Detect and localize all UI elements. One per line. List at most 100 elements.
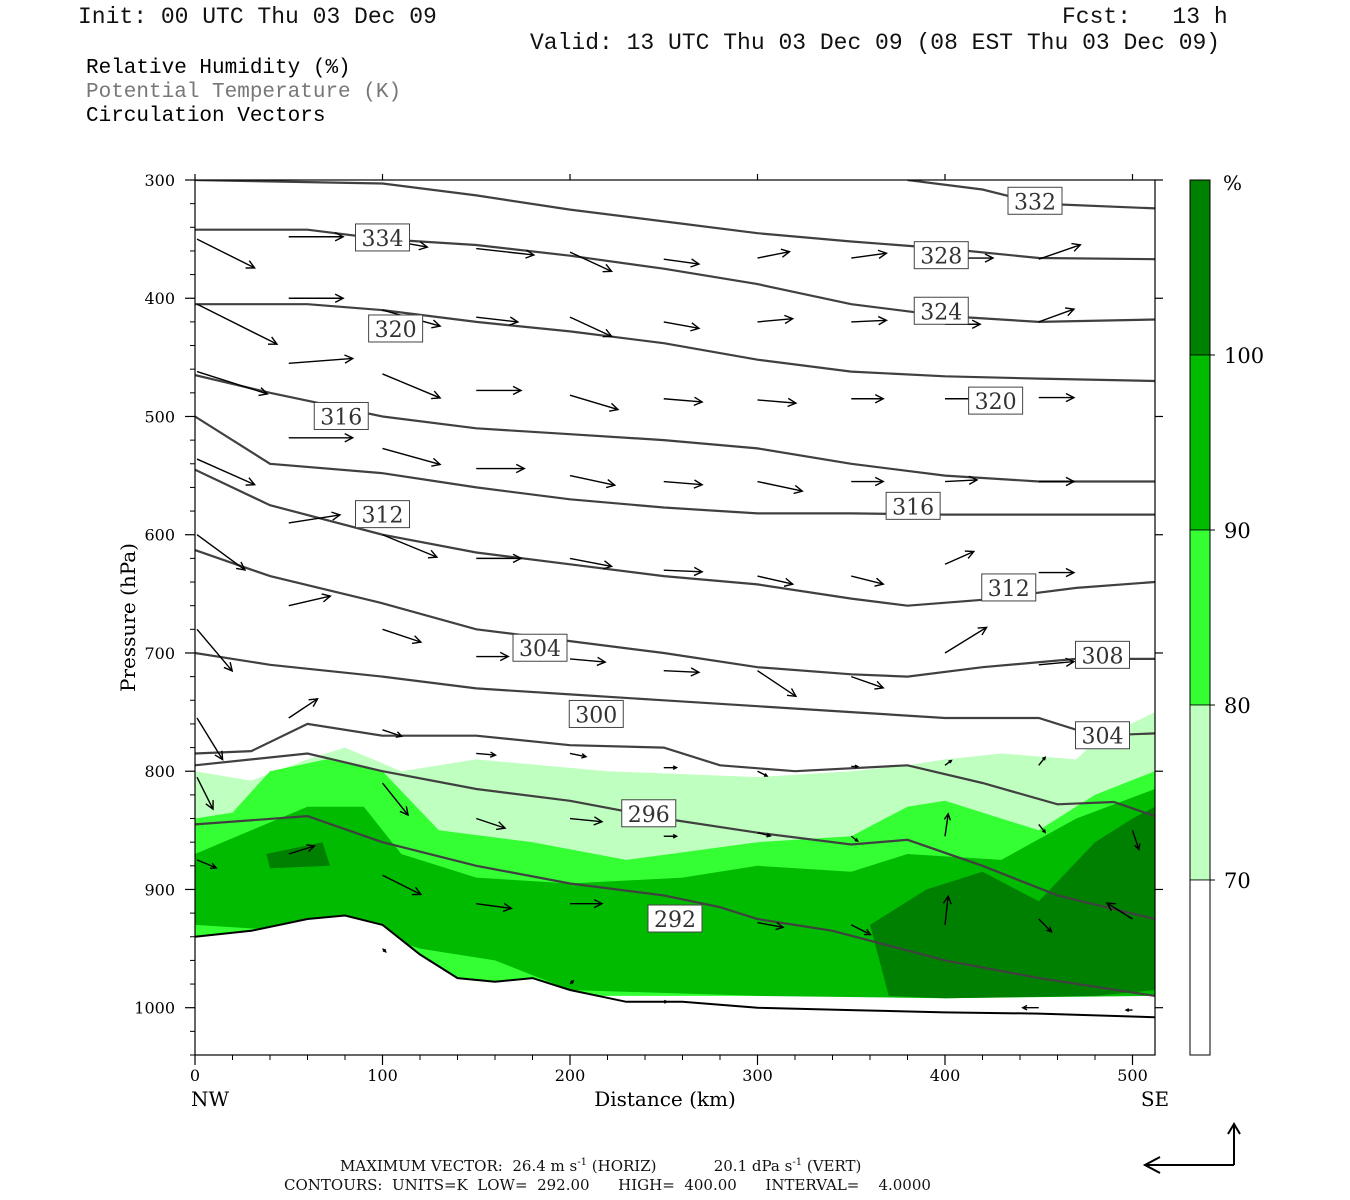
vector-shaft [288,698,318,719]
vector-head [1042,829,1047,834]
vector-arrow [381,782,410,817]
contour-label-box [1075,721,1130,750]
vector-head [609,402,620,412]
y-axis-label: Pressure (hPa) [116,543,140,692]
vector-arrow [569,394,620,412]
y-tick-label: 600 [144,526,175,545]
vector-arrow [1038,918,1053,933]
vector-shaft [196,859,217,869]
vector-arrow [288,511,342,524]
vector-shaft [944,550,975,565]
vector-arrow [288,293,345,303]
colorbar-unit: % [1223,171,1242,195]
footer-max-vector: MAXIMUM VECTOR: 26.4 m s-1 (HORIZ) 20.1 … [340,1157,861,1175]
vector-shaft [569,557,612,568]
contour-label-text: 296 [628,803,670,828]
vector-arrow [1131,830,1141,852]
colorbar-segment [1189,704,1211,881]
vector-arrow [196,859,218,870]
vector-head [948,759,953,764]
vert-superscript: -1 [792,1157,803,1168]
vector-shaft [757,921,784,929]
vector-head [214,750,224,761]
vector-head [1124,1008,1130,1013]
vector-arrow [382,948,387,953]
x-tick-label: 500 [1117,1066,1148,1085]
vector-head [427,549,439,559]
vector-head [602,328,613,338]
vector-shaft [381,782,409,816]
vector-arrow [1038,567,1076,578]
contour-label-box [568,699,624,728]
x-end-label-se: SE [1141,1087,1169,1111]
vector-head [258,387,269,397]
vector-arrow [757,480,804,495]
vector-arrow [757,670,798,698]
rh-region-100 [266,842,330,869]
vector-head [672,833,679,839]
vector-arrow [382,373,442,400]
vector-arrow [569,656,607,667]
vector-arrow [1038,657,1076,667]
vector-arrow [851,675,885,690]
vector-arrow [288,433,355,443]
vector-shaft [476,902,512,910]
vector-head [411,886,423,896]
vector-shaft [288,595,331,607]
vector-head [306,843,316,853]
vector-head [864,928,872,936]
vector-arrow [944,759,953,766]
vector-arrow [1038,392,1076,403]
vector-head [525,249,536,259]
vector-arrow [757,921,785,931]
vector-arrow [476,553,523,564]
vector-shaft [569,394,619,411]
vector-head [877,315,888,326]
contour-label-328: 328 [913,241,969,270]
vector-shaft [476,316,518,323]
contour-label-304: 304 [1075,721,1130,750]
terrain [195,914,1155,1055]
theta-contour-292 [195,814,1155,997]
contour-label-box [913,296,969,325]
vector-arrow [288,354,355,364]
horiz-unit: (HORIZ) [587,1157,657,1175]
vector-arrow [196,370,269,397]
terrain-line [195,914,1155,1019]
vector-arrow [196,776,214,811]
vector-head [877,249,888,259]
contour-label-324: 324 [913,296,969,325]
vector-head [690,258,701,268]
vector-arrow [288,697,319,719]
vector-head [968,475,979,486]
contour-label-text: 328 [920,245,962,270]
contour-label-text: 332 [1014,190,1056,215]
contour-labels: 292 296 300 304 304 308 312 312 316 316 320 320 324 3… [313,186,1130,933]
vector-head [602,560,614,570]
vector-arrow [1038,242,1082,260]
vector-head [418,241,429,251]
vector-head [334,293,345,303]
contour-label-text: 292 [654,908,696,933]
vector-arrow [1038,823,1047,834]
vector-head [1065,476,1076,487]
vector-head [1021,1004,1028,1011]
vector-head [1046,926,1053,933]
forecast-hour: Fcst: 13 h [1062,4,1228,30]
vector-arrow [663,396,704,407]
vector-arrow [757,397,798,408]
vector-arrow [757,248,792,259]
contour-label-box [1075,640,1130,669]
vector-arrow [663,999,669,1004]
vector-shaft [757,250,790,259]
vector-arrow [663,833,679,839]
vector-shaft [944,479,978,483]
vector-shaft [851,575,884,585]
vector-arrow [1021,1004,1039,1011]
vector-head [971,319,982,329]
vector-shaft [851,675,884,689]
vector-shaft [944,896,949,926]
x-tick-label: 0 [190,1066,200,1085]
rh-shading [195,712,1155,999]
